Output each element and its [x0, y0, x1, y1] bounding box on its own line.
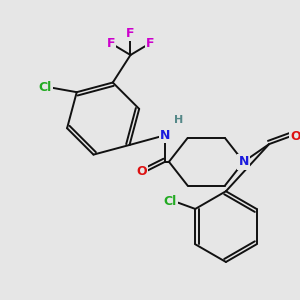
Text: H: H [174, 115, 183, 124]
Text: O: O [136, 165, 147, 178]
Text: Cl: Cl [39, 81, 52, 94]
Text: N: N [160, 129, 170, 142]
Text: Cl: Cl [163, 195, 176, 208]
Text: F: F [126, 27, 135, 40]
Text: O: O [290, 130, 300, 143]
Text: N: N [238, 155, 249, 168]
Text: F: F [106, 37, 115, 50]
Text: F: F [146, 37, 154, 50]
